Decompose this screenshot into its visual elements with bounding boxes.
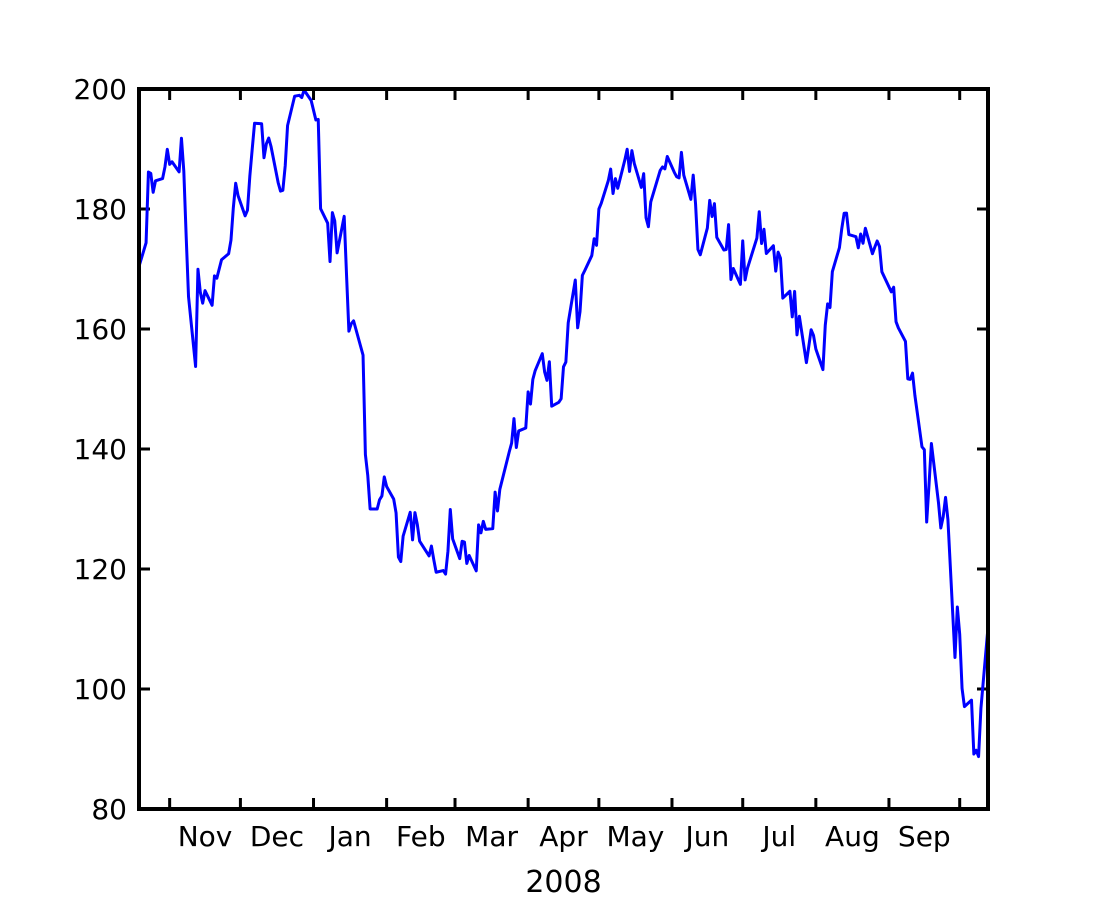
x-axis-title: 2008 [525, 865, 601, 900]
x-tick-label: Apr [539, 820, 588, 853]
x-tick-label: Mar [465, 820, 518, 853]
x-tick-label: Jan [326, 820, 371, 853]
x-tick-label: Jun [683, 820, 729, 853]
x-tick-label: Sep [898, 820, 951, 853]
x-tick-label: Aug [825, 820, 880, 853]
axis-tick-labels: 80 100 120 140 160 180 200 Nov Dec Jan Feb Mar Apr Ma… [74, 73, 951, 853]
price-line-series [137, 88, 990, 759]
y-tick-label: 140 [74, 433, 127, 466]
y-tick-label: 180 [74, 193, 127, 226]
y-tick-label: 80 [91, 793, 127, 826]
x-tick-label: Feb [396, 820, 446, 853]
x-tick-label: Dec [250, 820, 304, 853]
y-tick-label: 100 [74, 673, 127, 706]
y-tick-label: 200 [74, 73, 127, 106]
axis-ticks [139, 87, 988, 811]
x-tick-label: Jul [760, 820, 796, 853]
x-tick-label: May [606, 820, 664, 853]
y-tick-label: 120 [74, 553, 127, 586]
plot-border [137, 87, 990, 811]
y-tick-label: 160 [74, 313, 127, 346]
x-tick-label: Nov [178, 820, 233, 853]
